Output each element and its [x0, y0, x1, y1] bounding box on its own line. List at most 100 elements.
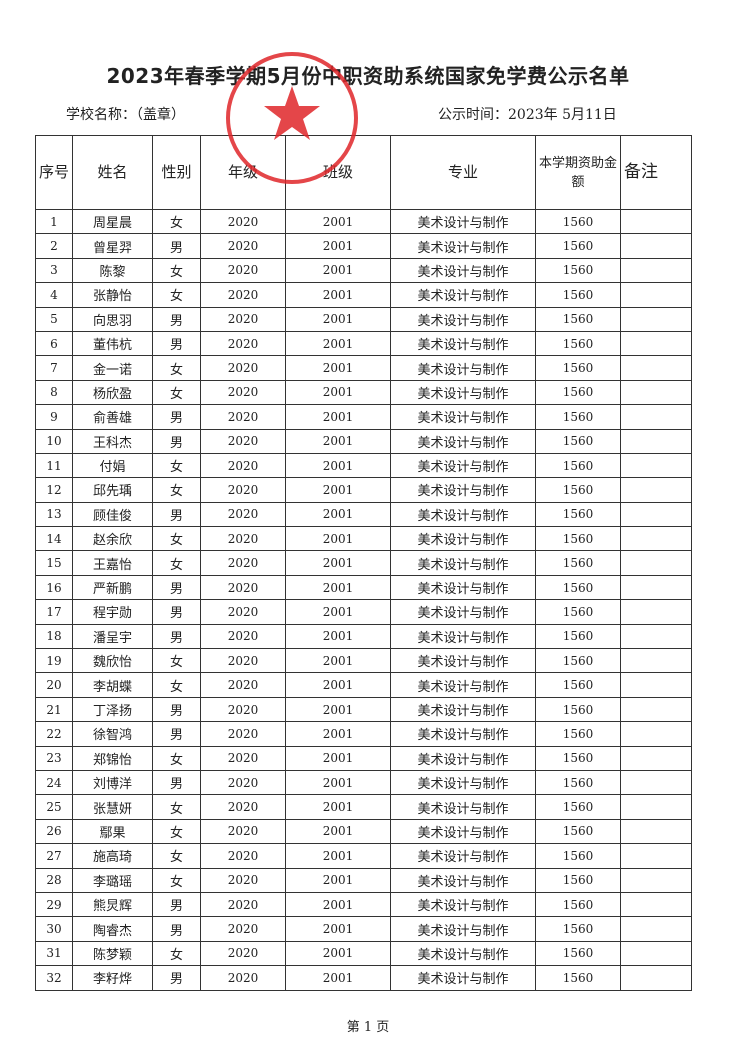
table-row: 18 潘呈宇男 2020 2001 美术设计与制作 1560: [35, 623, 692, 650]
cell-gender: 男: [152, 501, 201, 528]
cell-grade: 2020: [200, 623, 286, 650]
cell-remark: [620, 818, 692, 845]
cell-index: 23: [35, 745, 73, 771]
table-row: 13 顾佳俊男 2020 2001 美术设计与制作 1560: [35, 501, 692, 528]
header-major: 专业: [390, 135, 536, 210]
cell-remark: [620, 428, 692, 454]
cell-class: 2001: [285, 696, 391, 723]
cell-name: 魏欣怡: [72, 648, 153, 674]
cell-amount: 1560: [535, 306, 621, 332]
cell-gender: 女: [152, 477, 201, 503]
table-row: 23 郑锦怡女 2020 2001 美术设计与制作 1560: [35, 745, 692, 771]
cell-gender: 女: [152, 355, 201, 381]
header-amount: 本学期资助金额: [535, 135, 621, 210]
cell-index: 31: [35, 940, 73, 967]
cell-major: 美术设计与制作: [390, 306, 536, 332]
table-row: 28 李璐瑶女 2020 2001 美术设计与制作 1560: [35, 867, 692, 893]
cell-gender: 男: [152, 599, 201, 625]
cell-index: 6: [35, 330, 73, 357]
cell-index: 7: [35, 355, 73, 381]
cell-class: 2001: [285, 940, 391, 967]
document-title: 2023年春季学期5月份中职资助系统国家免学费公示名单: [106, 64, 630, 88]
cell-name: 张慧妍: [72, 794, 153, 820]
cell-grade: 2020: [200, 355, 286, 381]
cell-gender: 女: [152, 794, 201, 820]
cell-remark: [620, 916, 692, 942]
table-row: 15 王嘉怡女 2020 2001 美术设计与制作 1560: [35, 550, 692, 576]
cell-class: 2001: [285, 550, 391, 576]
cell-amount: 1560: [535, 916, 621, 942]
cell-class: 2001: [285, 672, 391, 698]
cell-grade: 2020: [200, 330, 286, 357]
cell-class: 2001: [285, 623, 391, 650]
table-row: 5 向思羽男 2020 2001 美术设计与制作 1560: [35, 306, 692, 332]
cell-name: 向思羽: [72, 306, 153, 332]
cell-index: 24: [35, 769, 73, 796]
cell-class: 2001: [285, 306, 391, 332]
table-row: 3 陈黎女 2020 2001 美术设计与制作 1560: [35, 257, 692, 284]
cell-grade: 2020: [200, 477, 286, 503]
cell-remark: [620, 257, 692, 284]
cell-grade: 2020: [200, 257, 286, 284]
cell-grade: 2020: [200, 599, 286, 625]
cell-name: 邱先瑀: [72, 477, 153, 503]
cell-name: 杨欣盈: [72, 379, 153, 406]
school-name-label: 学校名称：（盖章）: [66, 107, 185, 123]
page-number: 第 1 页: [346, 1020, 390, 1035]
cell-amount: 1560: [535, 818, 621, 845]
cell-class: 2001: [285, 452, 391, 479]
cell-amount: 1560: [535, 428, 621, 454]
table-row: 30 陶睿杰男 2020 2001 美术设计与制作 1560: [35, 916, 692, 942]
cell-major: 美术设计与制作: [390, 282, 536, 308]
cell-name: 施高琦: [72, 843, 153, 869]
cell-major: 美术设计与制作: [390, 526, 536, 552]
cell-grade: 2020: [200, 404, 286, 430]
cell-amount: 1560: [535, 794, 621, 820]
cell-class: 2001: [285, 721, 391, 747]
cell-amount: 1560: [535, 965, 621, 991]
table-row: 31 陈梦颖女 2020 2001 美术设计与制作 1560: [35, 940, 692, 967]
table-row: 29 熊炅辉男 2020 2001 美术设计与制作 1560: [35, 891, 692, 918]
cell-remark: [620, 208, 692, 235]
cell-major: 美术设计与制作: [390, 696, 536, 723]
cell-index: 8: [35, 379, 73, 406]
cell-class: 2001: [285, 526, 391, 552]
table-row: 25 张慧妍女 2020 2001 美术设计与制作 1560: [35, 794, 692, 820]
cell-gender: 男: [152, 916, 201, 942]
cell-remark: [620, 233, 692, 259]
table-row: 4 张静怡女 2020 2001 美术设计与制作 1560: [35, 282, 692, 308]
cell-remark: [620, 867, 692, 893]
cell-name: 李璐瑶: [72, 867, 153, 893]
cell-name: 陈梦颖: [72, 940, 153, 967]
cell-name: 李胡蝶: [72, 672, 153, 698]
cell-major: 美术设计与制作: [390, 404, 536, 430]
cell-grade: 2020: [200, 501, 286, 528]
cell-class: 2001: [285, 574, 391, 601]
cell-amount: 1560: [535, 257, 621, 284]
cell-gender: 女: [152, 940, 201, 967]
cell-major: 美术设计与制作: [390, 745, 536, 771]
table-row: 8 杨欣盈女 2020 2001 美术设计与制作 1560: [35, 379, 692, 406]
cell-gender: 女: [152, 745, 201, 771]
cell-major: 美术设计与制作: [390, 501, 536, 528]
cell-major: 美术设计与制作: [390, 648, 536, 674]
cell-amount: 1560: [535, 574, 621, 601]
cell-grade: 2020: [200, 208, 286, 235]
cell-class: 2001: [285, 501, 391, 528]
cell-amount: 1560: [535, 379, 621, 406]
cell-amount: 1560: [535, 355, 621, 381]
recipient-table: 序号 姓名 性别 年级 班级 专业 本学期资助金额 备注 1 周星晨女 2020 2001 美术设计与…: [35, 135, 692, 991]
table-row: 26 鄢果女 2020 2001 美术设计与制作 1560: [35, 818, 692, 845]
cell-name: 金一诺: [72, 355, 153, 381]
cell-class: 2001: [285, 404, 391, 430]
cell-index: 5: [35, 306, 73, 332]
cell-index: 26: [35, 818, 73, 845]
cell-class: 2001: [285, 208, 391, 235]
cell-major: 美术设计与制作: [390, 794, 536, 820]
cell-gender: 女: [152, 550, 201, 576]
cell-name: 熊炅辉: [72, 891, 153, 918]
cell-index: 1: [35, 208, 73, 235]
cell-grade: 2020: [200, 745, 286, 771]
cell-amount: 1560: [535, 745, 621, 771]
header-index: 序号: [35, 135, 73, 210]
